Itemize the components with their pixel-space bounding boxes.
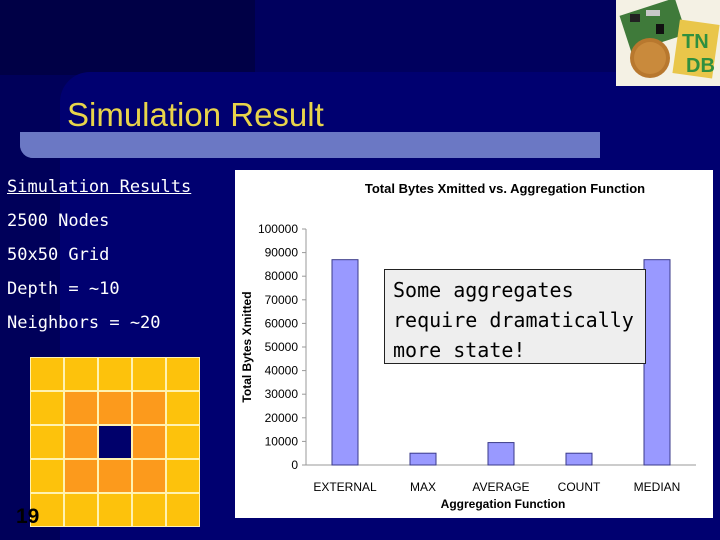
chart-y-tick-label: 90000 <box>265 246 299 260</box>
grid-cell-outer <box>64 493 98 527</box>
chart-y-tick-label: 70000 <box>265 293 299 307</box>
chart-bar-count <box>565 452 593 466</box>
grid-cell-outer <box>30 493 64 527</box>
chart-x-tick-label: MAX <box>410 480 436 494</box>
chart-y-tick-label: 50000 <box>265 340 299 354</box>
callout-box: Some aggregates require dramatically mor… <box>384 269 646 364</box>
grid-cell-outer <box>166 391 200 425</box>
grid-cell-middle <box>64 425 98 459</box>
circuit-board-logo-icon: TN DB <box>616 0 720 86</box>
grid-cell-outer <box>166 493 200 527</box>
grid-cell-outer <box>64 357 98 391</box>
chart-x-axis-label: Aggregation Function <box>441 497 566 511</box>
chart-x-tick-label: COUNT <box>558 480 601 494</box>
svg-text:TN: TN <box>682 31 709 53</box>
grid-cell-outer <box>166 459 200 493</box>
grid-cell-outer <box>30 459 64 493</box>
grid-cell-outer <box>166 425 200 459</box>
chart-y-tick-label: 60000 <box>265 316 299 330</box>
chart-y-tick-label: 30000 <box>265 387 299 401</box>
topology-grid <box>30 357 200 527</box>
bullet-nodes: 2500 Nodes <box>7 211 110 231</box>
grid-cell-middle <box>132 425 166 459</box>
grid-cell-outer <box>132 493 166 527</box>
slide-title: Simulation Result <box>67 96 324 133</box>
grid-cell-outer <box>30 425 64 459</box>
chart-bar-average <box>487 442 515 466</box>
chart-x-tick-label: AVERAGE <box>472 480 529 494</box>
bar-chart-svg: Total Bytes Xmitted vs. Aggregation Func… <box>240 181 696 511</box>
grid-cell-outer <box>30 391 64 425</box>
chart-y-tick-label: 100000 <box>258 222 298 236</box>
chart-bar-median <box>643 259 671 466</box>
bullet-depth: Depth = ~10 <box>7 279 120 299</box>
chart-y-tick-label: 0 <box>291 458 298 472</box>
title-underline-bar <box>20 132 600 158</box>
chart-x-tick-label: EXTERNAL <box>313 480 377 494</box>
grid-cell-center <box>98 425 132 459</box>
chart-y-tick-label: 20000 <box>265 411 299 425</box>
chart-y-tick-label: 80000 <box>265 269 299 283</box>
chart-bar-max <box>409 452 437 466</box>
grid-cell-middle <box>98 391 132 425</box>
grid-cell-middle <box>132 459 166 493</box>
grid-cell-middle <box>98 459 132 493</box>
bullet-grid: 50x50 Grid <box>7 245 110 265</box>
chart-y-tick-label: 10000 <box>265 434 299 448</box>
grid-cell-outer <box>98 493 132 527</box>
grid-cell-middle <box>132 391 166 425</box>
chart-bar-external <box>331 259 359 466</box>
bullet-simulation-results: Simulation Results <box>7 177 192 197</box>
chart-y-tick-label: 40000 <box>265 364 299 378</box>
chart-x-tick-label: MEDIAN <box>634 480 681 494</box>
svg-text:DB: DB <box>686 55 715 77</box>
grid-cell-outer <box>132 357 166 391</box>
background-top-left <box>0 0 255 75</box>
grid-cell-outer <box>166 357 200 391</box>
topology-grid-cells <box>30 357 200 527</box>
chart-title: Total Bytes Xmitted vs. Aggregation Func… <box>365 181 645 196</box>
grid-cell-middle <box>64 391 98 425</box>
chart-plot-area: 0 10000 20000 30000 40000 50000 60000 70000 8000… <box>258 222 696 494</box>
chart-y-axis-label: Total Bytes Xmitted <box>240 291 254 402</box>
page-number: 19 <box>16 505 40 528</box>
grid-cell-outer <box>98 357 132 391</box>
grid-cell-middle <box>64 459 98 493</box>
grid-cell-outer <box>30 357 64 391</box>
bullet-neighbors: Neighbors = ~20 <box>7 313 161 333</box>
